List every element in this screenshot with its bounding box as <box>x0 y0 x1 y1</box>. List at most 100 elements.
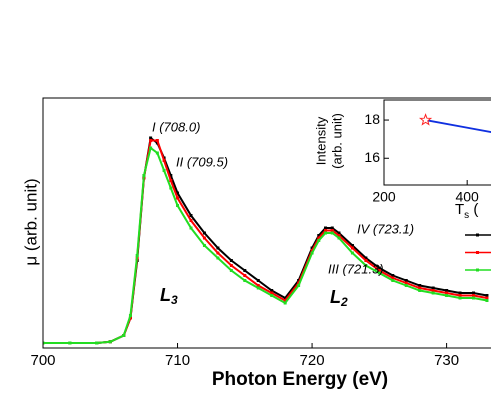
inset-plot <box>418 113 491 133</box>
point <box>418 286 422 290</box>
point <box>162 159 166 162</box>
point <box>169 186 173 190</box>
point <box>270 291 274 295</box>
point <box>418 284 422 287</box>
plot-frame <box>383 99 491 186</box>
point <box>317 234 321 237</box>
annotation: IV (723.1) <box>357 221 414 236</box>
point <box>216 251 220 255</box>
legend-marker <box>476 251 479 254</box>
x-tick-label: 710 <box>165 352 190 369</box>
point <box>128 314 132 317</box>
y-tick-label: 16 <box>364 149 380 165</box>
annotation-main: L <box>160 285 171 305</box>
point <box>297 284 301 287</box>
inset-background <box>384 100 491 185</box>
series-line <box>43 146 488 344</box>
point <box>445 291 449 295</box>
annotation-main: L <box>330 287 341 307</box>
point <box>324 226 328 230</box>
point <box>472 296 476 300</box>
point <box>283 301 287 305</box>
point <box>350 246 354 250</box>
point <box>202 236 206 240</box>
star-marker <box>418 113 433 126</box>
y-axis-label: μ (arb. unit) <box>21 178 40 265</box>
point <box>135 254 139 257</box>
point <box>169 179 173 182</box>
point <box>485 296 489 300</box>
point <box>472 294 476 297</box>
x-tick-label: 700 <box>30 352 55 369</box>
point <box>330 226 334 230</box>
point <box>337 231 341 235</box>
point <box>317 239 321 242</box>
legend-marker <box>476 233 479 237</box>
point <box>458 296 462 300</box>
x-tick-label: 730 <box>434 352 459 369</box>
point <box>283 299 287 302</box>
inset-y-axis-label: Intensity <box>313 116 328 165</box>
annotation-sub: 3 <box>171 293 178 307</box>
point <box>243 279 247 282</box>
point <box>364 256 368 260</box>
point <box>404 279 408 282</box>
point <box>330 231 334 235</box>
point <box>364 259 368 262</box>
point <box>485 299 489 302</box>
point <box>216 246 220 250</box>
point <box>283 296 287 300</box>
point <box>155 139 159 142</box>
point <box>391 279 395 282</box>
point <box>189 214 193 217</box>
point <box>202 244 206 247</box>
point <box>418 289 422 292</box>
point <box>243 274 247 277</box>
point <box>169 174 173 177</box>
point <box>377 266 381 270</box>
point <box>337 236 341 240</box>
point <box>324 229 328 232</box>
annotation: L2 <box>330 287 348 309</box>
x-axis-label: Photon Energy (eV) <box>212 369 388 390</box>
point <box>350 251 354 255</box>
point <box>176 196 180 200</box>
point <box>189 219 193 222</box>
point <box>142 174 146 177</box>
point <box>431 291 435 295</box>
inset-y-axis-label: (arb. unit) <box>329 113 344 169</box>
point <box>189 226 193 230</box>
point <box>229 269 233 272</box>
point <box>337 234 341 237</box>
point <box>216 256 220 260</box>
x-tick-label: 720 <box>300 352 325 369</box>
point <box>149 139 153 142</box>
point <box>377 269 381 272</box>
x-tick-label: 400 <box>455 189 479 205</box>
point <box>162 169 166 172</box>
point <box>202 231 206 235</box>
point <box>149 136 153 140</box>
inset-x-axis-label-main: T <box>455 201 464 218</box>
point <box>270 289 274 292</box>
point <box>324 231 328 235</box>
point <box>270 294 274 297</box>
point <box>445 294 449 297</box>
annotation-sub: 2 <box>340 295 348 309</box>
point <box>317 236 321 240</box>
x-tick-label: 200 <box>372 189 396 205</box>
annotation: III (721.3) <box>328 261 384 276</box>
point <box>155 151 159 155</box>
point <box>330 229 334 232</box>
point <box>431 289 435 292</box>
plot-frame <box>42 97 491 349</box>
point <box>229 264 233 267</box>
point <box>472 291 476 295</box>
point <box>404 281 408 285</box>
point <box>458 291 462 295</box>
point <box>256 286 260 290</box>
annotation: L3 <box>160 285 178 307</box>
point <box>243 269 247 272</box>
point <box>391 276 395 280</box>
